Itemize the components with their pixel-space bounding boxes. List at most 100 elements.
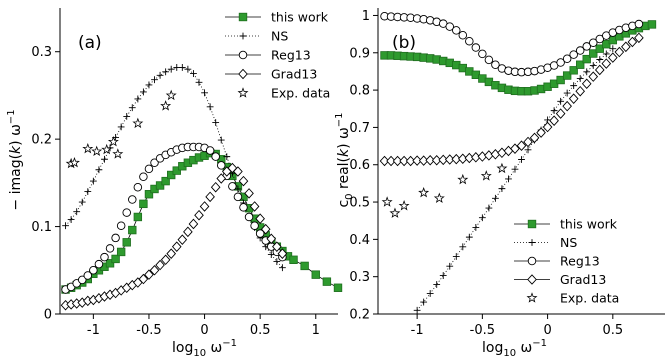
panel-a-ns-point [134, 95, 142, 103]
panel-b-y-tick-label: 0.7 [349, 121, 370, 136]
panel-b-ns-point [583, 68, 591, 76]
panel-b-legend-entry-reg13: Reg13 [514, 254, 600, 269]
panel-a-legend-marker [238, 12, 248, 22]
panel-a-ns-point [195, 78, 203, 86]
panel-b-exp-data-point [398, 200, 410, 211]
panel-b-ns-point [589, 62, 597, 69]
panel-a-this-work-point [144, 190, 154, 199]
panel-a-ns-point [223, 153, 231, 161]
panel-a-this-work-point [289, 255, 298, 264]
panel-a-ns-point [162, 68, 170, 76]
panel-b-this-work-point [562, 71, 572, 80]
panel-b-grad13-point [555, 108, 566, 119]
panel-a-reg13-point [77, 275, 87, 285]
panel-b-grad13-point [536, 127, 546, 138]
panel-b-legend-entry-ns: NS [514, 235, 577, 250]
panel-b-this-work-point [595, 44, 604, 53]
panel-b-ns-point [472, 224, 480, 231]
panel-a-reg13-point [116, 221, 126, 230]
panel-a-exp-data-point [68, 156, 80, 168]
panel-a-legend-entry-reg13: Reg13 [225, 48, 311, 63]
panel-b-reg13-point [556, 58, 565, 67]
panel-a-ns-point [101, 155, 108, 163]
panel-b-grad13-point [392, 155, 403, 167]
panel-b-x-tick-label: 0 [543, 323, 551, 338]
panel-b-legend-label: Grad13 [560, 272, 606, 287]
panel-a-reg13-point [83, 271, 93, 280]
panel-a-reg13-point [94, 259, 104, 269]
panel-a-grad13-point [266, 233, 277, 245]
panel-a-grad13-point [244, 188, 254, 199]
panel-a-this-work-point [161, 176, 170, 186]
panel-b-grad13-point [379, 155, 390, 167]
panel-a-grad13-point [238, 175, 249, 187]
panel-b-ns-point [505, 175, 512, 183]
panel-b-grad13-point [516, 140, 527, 151]
panel-b-reg13-point [582, 42, 591, 51]
panel-b-grad13-point [549, 115, 559, 126]
panel-a-legend-label: Reg13 [271, 48, 311, 63]
panel-a-legend-entry-this-work: this work [225, 10, 329, 25]
panel-a-legend-entry-grad13: Grad13 [225, 67, 317, 82]
panel-b-ns-point [576, 75, 584, 82]
panel-b-y-tick-label: 0.6 [349, 158, 370, 173]
panel-b-grad13-point [523, 136, 533, 148]
panel-a-series-this-work [61, 148, 343, 294]
panel-a-legend-entry-ns: NS [225, 29, 288, 44]
svg-text:c0 real(k) ω−1: c0 real(k) ω−1 [334, 112, 355, 207]
panel-a-reg13-point [122, 208, 131, 217]
panel-b-grad13-point [510, 143, 520, 154]
panel-a-ns-point [201, 89, 208, 97]
panel-a-grad13-point [166, 248, 177, 259]
panel-b-legend-marker [526, 292, 538, 303]
panel-a-grad13-point [171, 241, 182, 252]
panel-b-exp-data-point [496, 162, 508, 174]
panel-a-reg13-point [233, 192, 243, 202]
panel-a-reg13-point [133, 182, 143, 192]
panel-a-legend-label: this work [271, 10, 329, 25]
panel-a-grad13-point [272, 241, 282, 252]
panel-b-ns-point [446, 262, 454, 270]
panel-b-ns-point [465, 233, 473, 241]
panel-b-y-tick-label: 0.8 [349, 84, 370, 99]
panel-b-y-tick-label: 0.3 [349, 270, 370, 285]
panel-b-series-exp-data [381, 162, 508, 218]
panel-a-grad13-point [216, 173, 227, 184]
panel-a-grad13-point [277, 248, 288, 259]
panel-a-ns-point [67, 216, 75, 223]
panel-b-this-work-point [647, 20, 657, 29]
panel-b-grad13-point [614, 46, 625, 58]
panel-b-legend-marker [527, 219, 537, 229]
panel-b-ns-point [413, 306, 421, 314]
panel-b-this-work-point [569, 66, 578, 75]
svg-text:log10 ω−1: log10 ω−1 [482, 338, 547, 359]
panel-b-reg13-point [471, 43, 481, 52]
panel-a-this-work-point [166, 170, 176, 180]
panel-a-ns-point [128, 104, 136, 112]
panel-b-reg13-point [589, 38, 598, 47]
panel-a-grad13-point [177, 234, 188, 245]
panel-a-grad13-point [183, 226, 193, 238]
panel-a-this-work-point [128, 225, 137, 235]
panel-b-exp-data-point [480, 170, 492, 181]
panel-b-exp-data-point [433, 192, 445, 203]
panel-a-legend-marker [238, 50, 248, 60]
panel-a-ns-point [73, 208, 81, 216]
panel-a-ns-point [123, 113, 131, 120]
panel-b-grad13-point [601, 58, 612, 69]
panel-a-grad13-point [149, 265, 160, 276]
panel-b-series-this-work [380, 20, 657, 96]
panel-b-this-work-point [556, 75, 565, 85]
panel-b-reg13-point [478, 49, 487, 59]
panel-b-reg13-point [484, 55, 494, 65]
panel-a-legend-entry-exp-data: Exp. data [237, 86, 330, 101]
panel-b-reg13-point [569, 50, 578, 59]
panel-a-reg13-point [244, 212, 254, 222]
panel-b-reg13-point [445, 22, 455, 31]
panel-a-legend: this work NS Reg13 Grad13 Exp. data [225, 10, 330, 101]
panel-b-ns-point [550, 107, 558, 115]
panel-b-ns-point [511, 165, 519, 173]
panel-a-this-work-point [111, 254, 120, 264]
panel-b-ns-point [492, 194, 499, 202]
